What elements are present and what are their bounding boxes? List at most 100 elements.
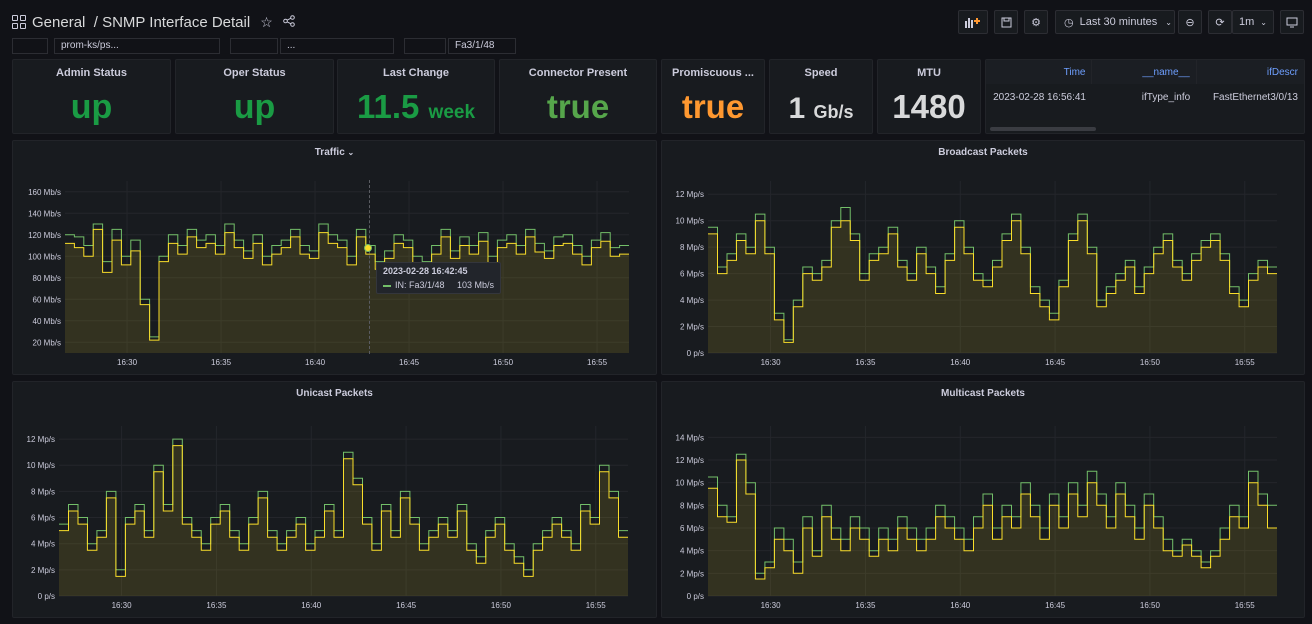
breadcrumb-separator: / [93, 13, 98, 31]
x-tick-label: 16:50 [493, 358, 514, 367]
traffic-chart[interactable]: 20 Mb/s 40 Mb/s 60 Mb/s 80 Mb/s 100 Mb/s 120 … [13, 141, 657, 375]
chevron-down-icon: ⌄ [347, 148, 355, 157]
stat-title: Oper Status [223, 67, 286, 79]
y-tick-label: 40 Mb/s [33, 317, 61, 326]
save-button[interactable] [994, 10, 1018, 34]
stat-panel-admin-status[interactable]: Admin Status up [12, 59, 171, 134]
y-tick-label: 12 Mp/s [676, 456, 704, 465]
x-tick-label: 16:30 [761, 601, 782, 610]
unicast-packets-panel[interactable]: Unicast Packets 0 p/s 2 Mp/s 4 Mp/s 6 Mp/s 8… [12, 381, 657, 618]
x-tick-label: 16:35 [855, 601, 876, 610]
dashboards-icon[interactable] [12, 15, 26, 29]
unicast-packets-chart[interactable]: 0 p/s 2 Mp/s 4 Mp/s 6 Mp/s 8 Mp/s 10 Mp/s 12 M… [13, 382, 657, 618]
variable-label [12, 38, 48, 54]
variable-select[interactable]: ... [280, 38, 394, 54]
series-line [708, 459, 1277, 580]
hover-tooltip: 2023-02-28 16:42:45 IN: Fa3/1/48 103 Mb/… [376, 262, 501, 294]
stat-title: Last Change [382, 67, 449, 79]
tooltip-series-name: IN: Fa3/1/48 [395, 280, 445, 290]
stat-value: 1480 [892, 88, 966, 125]
y-tick-label: 12 Mp/s [27, 435, 55, 444]
x-tick-label: 16:45 [1045, 601, 1066, 610]
add-panel-button[interactable] [958, 10, 988, 34]
time-range-label: Last 30 minutes [1079, 16, 1158, 28]
y-tick-label: 10 Mp/s [676, 217, 704, 226]
y-tick-label: 6 Mp/s [31, 514, 55, 523]
info-table: Time __name__ ifDescr 2023-02-28 16:56:4… [986, 60, 1304, 110]
y-tick-label: 0 p/s [38, 592, 55, 601]
multicast-packets-panel[interactable]: Multicast Packets 0 p/s 2 Mp/s 4 Mp/s 6 Mp/… [661, 381, 1305, 618]
breadcrumb-folder[interactable]: General [32, 13, 86, 31]
y-tick-label: 80 Mb/s [33, 274, 61, 283]
y-tick-label: 4 Mp/s [680, 547, 704, 556]
table-row: 2023-02-28 16:56:41 ifType_info FastEthe… [986, 84, 1304, 110]
y-tick-label: 8 Mp/s [680, 243, 704, 252]
x-tick-label: 16:35 [211, 358, 232, 367]
stat-title: Promiscuous ... [672, 67, 754, 79]
refresh-icon: ⟳ [1215, 16, 1225, 29]
column-header[interactable]: Time [986, 60, 1093, 84]
x-tick-label: 16:30 [112, 601, 133, 610]
zoom-out-button[interactable]: ⊖ [1178, 10, 1202, 34]
crosshair-line [369, 180, 370, 354]
x-tick-label: 16:40 [301, 601, 322, 610]
clock-icon: ◷ [1064, 16, 1074, 29]
x-tick-label: 16:45 [396, 601, 417, 610]
table-header-row: Time __name__ ifDescr [986, 60, 1304, 84]
broadcast-packets-panel[interactable]: Broadcast Packets 0 p/s 2 Mp/s 4 Mp/s 6 Mp/… [661, 140, 1305, 375]
panel-title[interactable]: Multicast Packets [941, 388, 1025, 399]
variable-select[interactable]: Fa3/1/48 [448, 38, 516, 54]
series-line [59, 445, 628, 577]
y-tick-label: 2 Mp/s [680, 323, 704, 332]
panel-title[interactable]: Traffic ⌄ [314, 147, 355, 158]
info-table-panel[interactable]: Time __name__ ifDescr 2023-02-28 16:56:4… [985, 59, 1305, 134]
variable-select[interactable]: prom-ks/ps... [54, 38, 220, 54]
x-tick-label: 16:55 [1235, 358, 1256, 367]
x-tick-label: 16:50 [1140, 601, 1161, 610]
variable-label [404, 38, 446, 54]
x-tick-label: 16:45 [1045, 358, 1066, 367]
y-tick-label: 60 Mb/s [33, 295, 61, 304]
variable-label [230, 38, 278, 54]
panel-title[interactable]: Broadcast Packets [938, 147, 1028, 158]
hover-point [364, 244, 372, 252]
y-tick-label: 160 Mb/s [28, 188, 61, 197]
broadcast-packets-chart[interactable]: 0 p/s 2 Mp/s 4 Mp/s 6 Mp/s 8 Mp/s 10 Mp/s 12 M… [662, 141, 1305, 375]
series-line [708, 220, 1277, 343]
time-picker[interactable]: ◷ Last 30 minutes ⌄ [1055, 10, 1175, 34]
stat-value: true [681, 88, 745, 125]
refresh-button[interactable]: ⟳ [1208, 10, 1232, 34]
column-header[interactable]: __name__ [1091, 60, 1197, 84]
tooltip-time: 2023-02-28 16:42:45 [383, 266, 468, 276]
zoom-out-icon: ⊖ [1185, 16, 1195, 29]
x-tick-label: 16:55 [587, 358, 608, 367]
stat-panel-mtu[interactable]: MTU 1480 [877, 59, 981, 134]
multicast-packets-chart[interactable]: 0 p/s 2 Mp/s 4 Mp/s 6 Mp/s 8 Mp/s 10 Mp/s 12 M… [662, 382, 1305, 618]
y-tick-label: 14 Mp/s [676, 433, 704, 442]
y-tick-label: 0 p/s [687, 349, 704, 358]
series-swatch [383, 284, 391, 287]
share-icon[interactable] [282, 14, 295, 30]
stat-panel-promiscuous[interactable]: Promiscuous ... true [661, 59, 765, 134]
chevron-down-icon: ⌄ [1260, 17, 1267, 27]
stat-panel-last-change[interactable]: Last Change 11.5 week [337, 59, 495, 134]
x-tick-label: 16:50 [1140, 358, 1161, 367]
stat-value: 1 Gb/s [788, 92, 854, 125]
tv-mode-button[interactable] [1280, 10, 1304, 34]
stat-panel-oper-status[interactable]: Oper Status up [175, 59, 334, 134]
x-tick-label: 16:55 [586, 601, 607, 610]
tooltip-value: 103 Mb/s [456, 280, 494, 290]
refresh-interval-picker[interactable]: 1m ⌄ [1232, 10, 1274, 34]
traffic-panel[interactable]: Traffic ⌄ 20 Mb/s 40 Mb/s 60 Mb/s 80 Mb/s 10… [12, 140, 657, 375]
page-title[interactable]: SNMP Interface Detail [102, 13, 251, 31]
star-icon[interactable]: ☆ [260, 13, 273, 30]
stat-panel-connector-present[interactable]: Connector Present true [499, 59, 657, 134]
horizontal-scrollbar[interactable] [990, 127, 1096, 131]
settings-button[interactable]: ⚙ [1024, 10, 1048, 34]
panel-title[interactable]: Unicast Packets [296, 388, 373, 399]
stat-value: 11.5 week [356, 88, 476, 125]
stat-panel-speed[interactable]: Speed 1 Gb/s [769, 59, 873, 134]
monitor-icon [1286, 17, 1298, 27]
column-header[interactable]: ifDescr [1196, 60, 1304, 84]
table-cell: 2023-02-28 16:56:41 [993, 91, 1086, 103]
